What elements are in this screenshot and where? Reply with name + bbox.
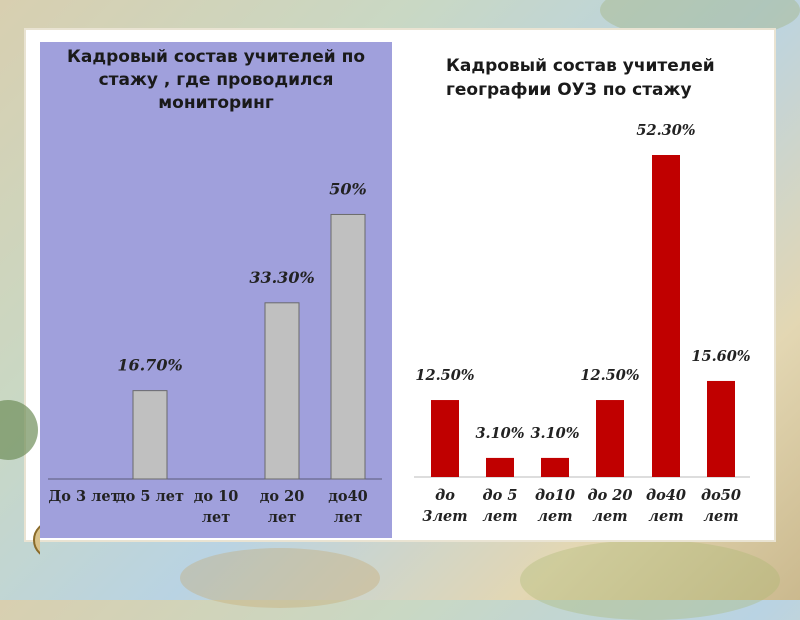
chart-1-category-label: До 3 лет — [48, 488, 119, 505]
chart-1-category-label: до 20 лет — [260, 488, 305, 526]
chart-2-bar — [541, 457, 569, 477]
charts-canvas: До 3 лет 16.70% до 5 лет до 10 лет 33.30% до 2… — [48, 122, 751, 526]
chart-1-category-label: до 5 лет — [116, 488, 184, 505]
chart-2-bar — [707, 380, 735, 477]
chart-2-category-label: до 3лет — [422, 487, 467, 525]
chart-2-category-label: до50 лет — [701, 487, 741, 525]
chart-2-data-label: 15.60% — [691, 348, 750, 365]
globe-compass-decoration — [0, 400, 40, 555]
map-land-decoration — [180, 548, 380, 608]
chart-1-bar — [264, 302, 300, 480]
chart-2-bar — [652, 155, 680, 477]
chart-2-data-label: 52.30% — [636, 122, 695, 139]
chart-1-data-label: 50% — [329, 179, 366, 198]
chart-2-category-label: до 20 лет — [588, 487, 633, 525]
chart-2-category-label: до10 лет — [535, 487, 575, 525]
chart-1-bar — [330, 213, 366, 480]
chart-1-category-label: до 10 лет — [194, 488, 239, 526]
chart-2-category-label: до40 лет — [646, 487, 686, 525]
chart-2-data-label: 12.50% — [580, 367, 639, 384]
chart-2-bar — [431, 400, 459, 477]
chart-2-bar — [486, 457, 514, 477]
chart-2-data-label: 12.50% — [415, 367, 474, 384]
chart-2-bar — [596, 400, 624, 477]
right-chart-title: Кадровый состав учителей географии ОУЗ п… — [446, 56, 715, 100]
chart-2-data-label: 3.10% — [475, 425, 524, 442]
chart-1-data-label: 33.30% — [249, 268, 314, 287]
chart-1-data-label: 16.70% — [117, 356, 182, 375]
chart-2-data-label: 3.10% — [530, 425, 579, 442]
chart-2-category-label: до 5 лет — [482, 487, 517, 525]
chart-1-bar — [132, 390, 168, 480]
left-chart-title: Кадровый состав учителей по стажу , где … — [66, 47, 366, 113]
chart-1-category-label: до40 лет — [328, 488, 368, 526]
